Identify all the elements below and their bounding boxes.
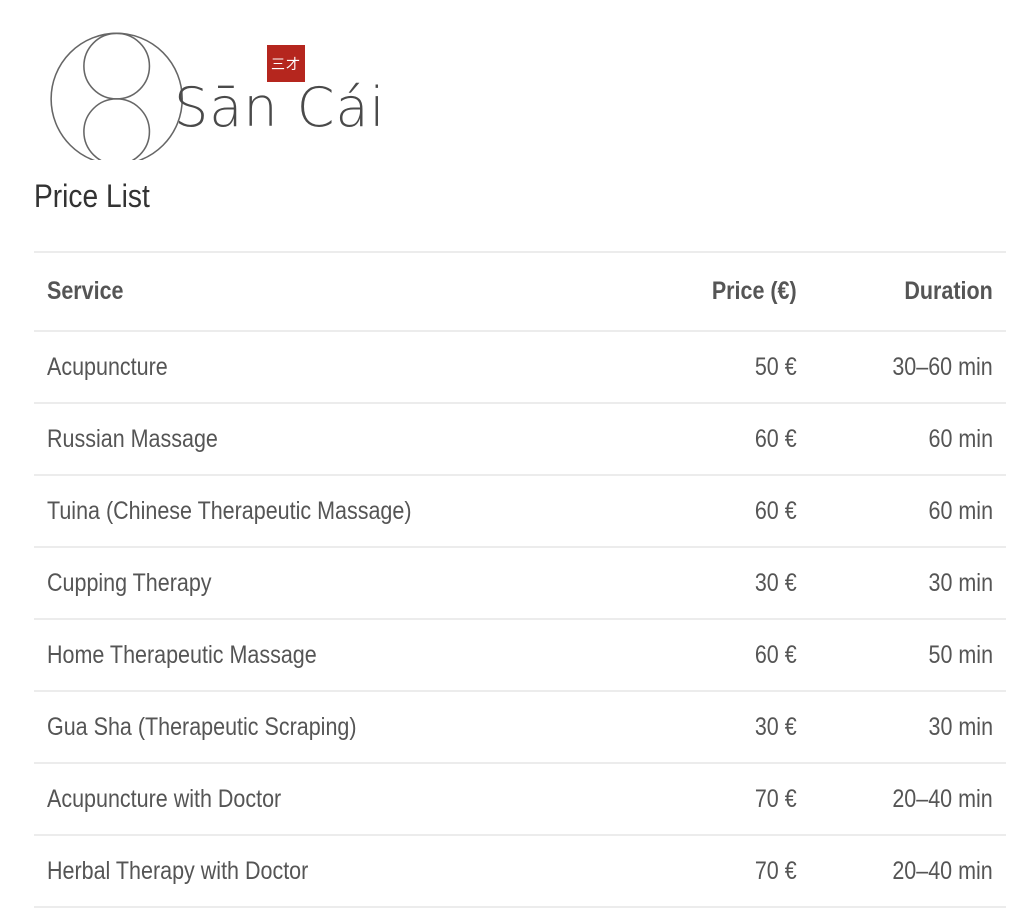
cell-service: Cupping Therapy [34,546,642,619]
logo-seal: 三才 [267,45,305,82]
table-row: Gua Sha (Therapeutic Scraping) 30 €30 min [34,690,1006,763]
cell-service: Russian Massage [34,402,642,475]
cell-service: Herbal Therapy with Doctor [34,834,642,908]
table-row: Russian Massage 60 €60 min [34,402,1006,475]
cell-service: Acupuncture with Doctor [34,762,642,835]
cell-duration: 20–40 min [810,762,1006,835]
table-row: Herbal Therapy with Doctor 70 €20–40 min [34,834,1006,908]
table-row: Cupping Therapy 30 €30 min [34,546,1006,619]
cell-duration: 60 min [810,402,1006,475]
table-row: Acupuncture 50 €30–60 min [34,330,1006,403]
cell-service: Gua Sha (Therapeutic Scraping) [34,690,642,763]
cell-duration: 60 min [810,474,1006,547]
cell-duration: 20–40 min [810,834,1006,908]
brand-name: Sān Cái [174,76,386,139]
header-service: Service [34,251,642,331]
header-price: Price (€) [641,251,810,331]
cell-price: 60 € [641,618,810,691]
table-row: Acupuncture with Doctor 70 €20–40 min [34,762,1006,835]
cell-service: Tuina (Chinese Therapeutic Massage) [34,474,642,547]
cell-duration: 30–60 min [810,330,1006,403]
logo-circles-icon [50,32,183,160]
cell-duration: 30 min [810,690,1006,763]
cell-price: 50 € [641,330,810,403]
cell-duration: 50 min [810,618,1006,691]
cell-price: 60 € [641,474,810,547]
cell-price: 30 € [641,690,810,763]
price-table: Service Price (€) Duration Acupuncture 50… [34,251,1006,908]
cell-price: 70 € [641,834,810,908]
header-duration: Duration [810,251,1006,331]
table-header-row: Service Price (€) Duration [34,251,1006,331]
table-row: Tuina (Chinese Therapeutic Massage) 60 €6… [34,474,1006,547]
cell-price: 60 € [641,402,810,475]
cell-service: Home Therapeutic Massage [34,618,642,691]
table-row: Home Therapeutic Massage 60 €50 min [34,618,1006,691]
cell-service: Acupuncture [34,330,642,403]
cell-duration: 30 min [810,546,1006,619]
cell-price: 30 € [641,546,810,619]
cell-price: 70 € [641,762,810,835]
page-title: Price List [34,178,150,214]
